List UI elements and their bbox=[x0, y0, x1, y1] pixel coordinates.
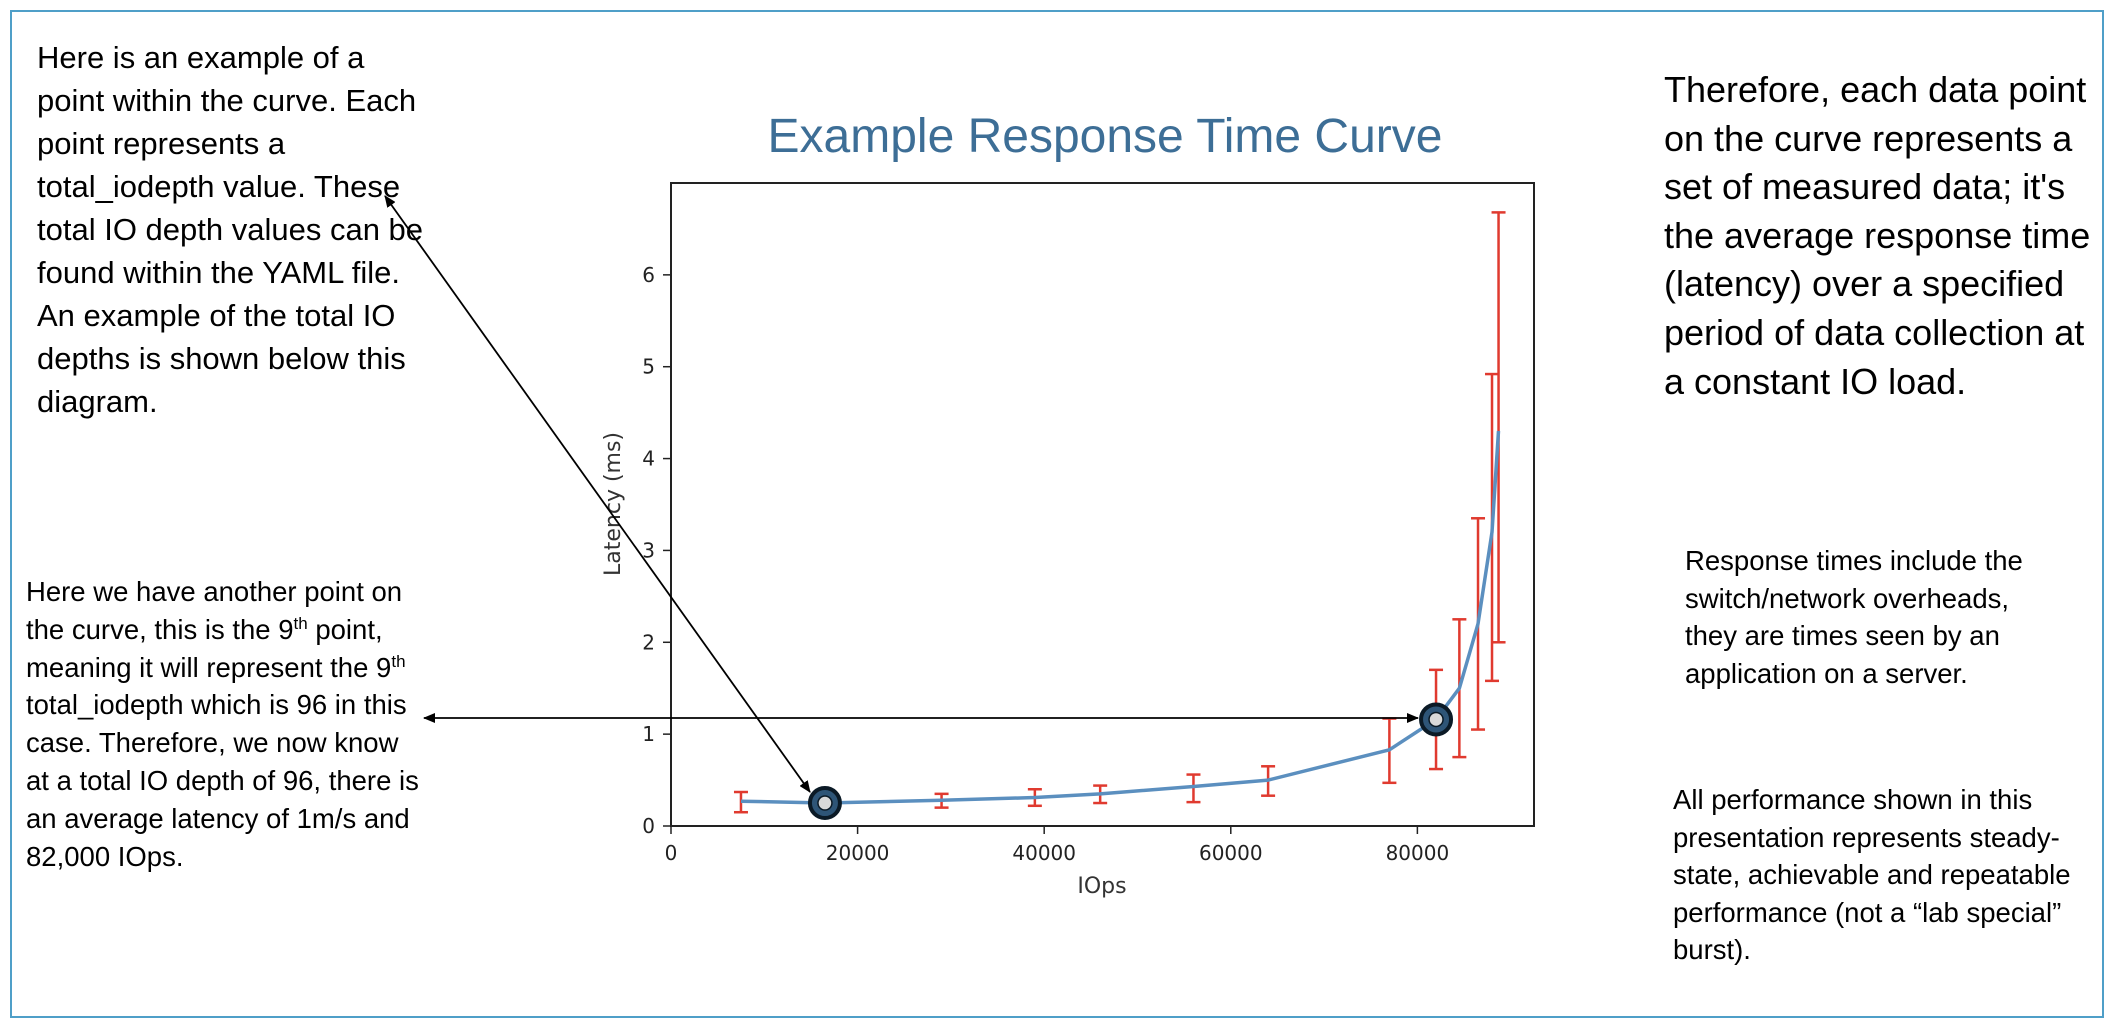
y-tick-label: 0 bbox=[642, 814, 655, 838]
y-tick-label: 2 bbox=[642, 630, 655, 654]
superscript-th-1: th bbox=[293, 613, 308, 633]
arrow-to-first-point bbox=[384, 195, 811, 793]
note-ninth-point-text-1: Here we have another point on the curve,… bbox=[26, 576, 403, 645]
note-ninth-point: Here we have another point on the curve,… bbox=[26, 573, 426, 875]
x-tick-label: 40000 bbox=[1012, 841, 1076, 865]
x-tick-label: 60000 bbox=[1199, 841, 1263, 865]
note-data-point-meaning: Therefore, each data point on the curve … bbox=[1664, 69, 2091, 402]
x-axis: 0 20000 40000 60000 80000 bbox=[665, 826, 1450, 865]
note-ninth-point-text-2: point, meaning it will represent the 9 bbox=[26, 613, 392, 683]
highlighted-point bbox=[1419, 702, 1454, 737]
x-tick-label: 0 bbox=[665, 841, 678, 865]
error-bar bbox=[1186, 773, 1201, 804]
plot-area bbox=[670, 182, 1535, 827]
x-tick-label: 20000 bbox=[826, 841, 890, 865]
x-tick-label: 80000 bbox=[1386, 841, 1450, 865]
y-tick-label: 1 bbox=[642, 722, 655, 746]
note-response-times: Response times include the switch/networ… bbox=[1685, 545, 2023, 689]
highlight-markers bbox=[807, 702, 1454, 821]
slide-frame bbox=[10, 10, 2104, 1018]
y-tick-label: 6 bbox=[642, 263, 655, 287]
chart-title: Example Response Time Curve bbox=[768, 110, 1443, 163]
note-point-explanation: Here is an example of a point within the… bbox=[37, 40, 424, 419]
note-steady-state: All performance shown in this presentati… bbox=[1673, 784, 2071, 965]
highlighted-point bbox=[807, 786, 842, 821]
y-tick-label: 5 bbox=[642, 355, 655, 379]
latency-series-line bbox=[740, 430, 1501, 805]
note-ninth-point-text-3: total_iodepth which is 96 in this case. … bbox=[26, 689, 419, 872]
error-bar bbox=[1491, 211, 1506, 644]
x-axis-label: IOps bbox=[1077, 874, 1126, 899]
y-tick-label: 4 bbox=[642, 447, 655, 471]
